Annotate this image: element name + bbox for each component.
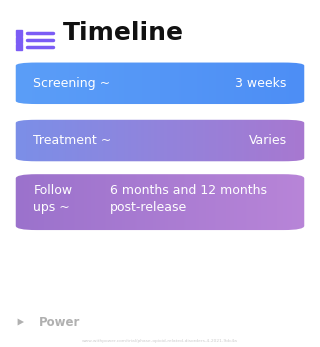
Text: 3 weeks: 3 weeks	[235, 77, 287, 90]
Text: Follow
ups ~: Follow ups ~	[33, 184, 73, 214]
Text: www.withpower.com/trial/phase-opioid-related-disorders-4-2021-9dc4a: www.withpower.com/trial/phase-opioid-rel…	[82, 339, 238, 343]
Text: Treatment ~: Treatment ~	[33, 134, 112, 147]
Polygon shape	[18, 319, 24, 325]
FancyBboxPatch shape	[16, 120, 304, 161]
Text: Power: Power	[38, 315, 80, 329]
Text: 6 months and 12 months
post-release: 6 months and 12 months post-release	[110, 184, 267, 214]
Text: Screening ~: Screening ~	[33, 77, 110, 90]
FancyBboxPatch shape	[16, 174, 304, 230]
FancyBboxPatch shape	[16, 62, 304, 104]
Text: Timeline: Timeline	[62, 21, 183, 45]
Text: Varies: Varies	[248, 134, 287, 147]
